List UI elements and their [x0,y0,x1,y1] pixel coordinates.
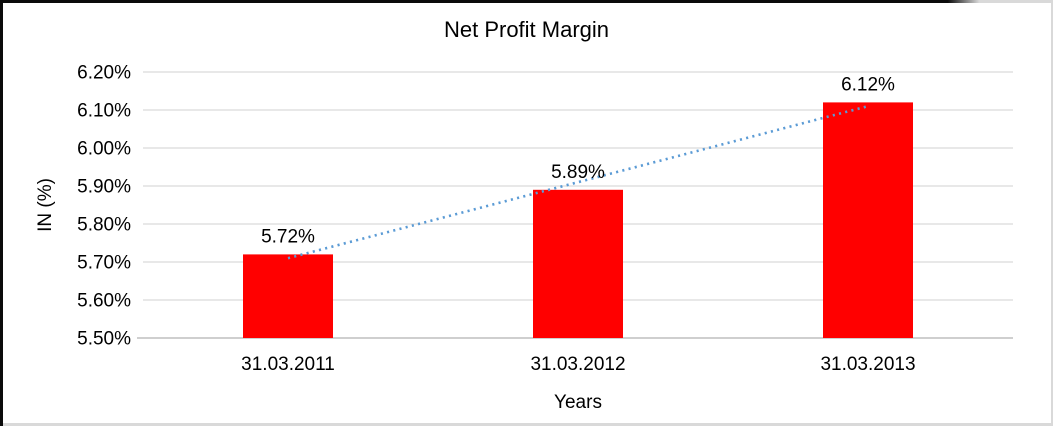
y-axis-title: IN (%) [35,178,56,232]
y-tick-label: 6.10% [77,101,131,122]
x-axis-title: Years [554,392,602,413]
y-tick-label: 5.60% [77,291,131,312]
chart-title: Net Profit Margin [443,17,610,42]
window-border-bottom [3,423,1053,426]
bar [823,102,913,339]
trendline [287,104,869,260]
y-tick-label: 6.20% [77,63,131,84]
bar-data-label: 5.89% [551,162,605,183]
bar-data-label: 6.12% [841,74,895,95]
x-tick-label: 31.03.2011 [241,354,335,375]
y-tick-label: 5.90% [77,177,131,198]
bar [243,254,333,338]
y-tick-label: 6.00% [77,139,131,160]
window-border-top [0,0,1053,3]
window-border-right [1051,0,1053,426]
y-tick-label: 5.80% [77,215,131,236]
x-tick-label: 31.03.2012 [530,354,625,375]
x-tick-label: 31.03.2013 [820,354,915,375]
window-border-left [0,0,3,426]
y-tick-label: 5.70% [77,253,131,274]
bar-data-label: 5.72% [261,226,315,247]
y-tick-label: 5.50% [77,329,131,350]
bar [533,189,623,338]
